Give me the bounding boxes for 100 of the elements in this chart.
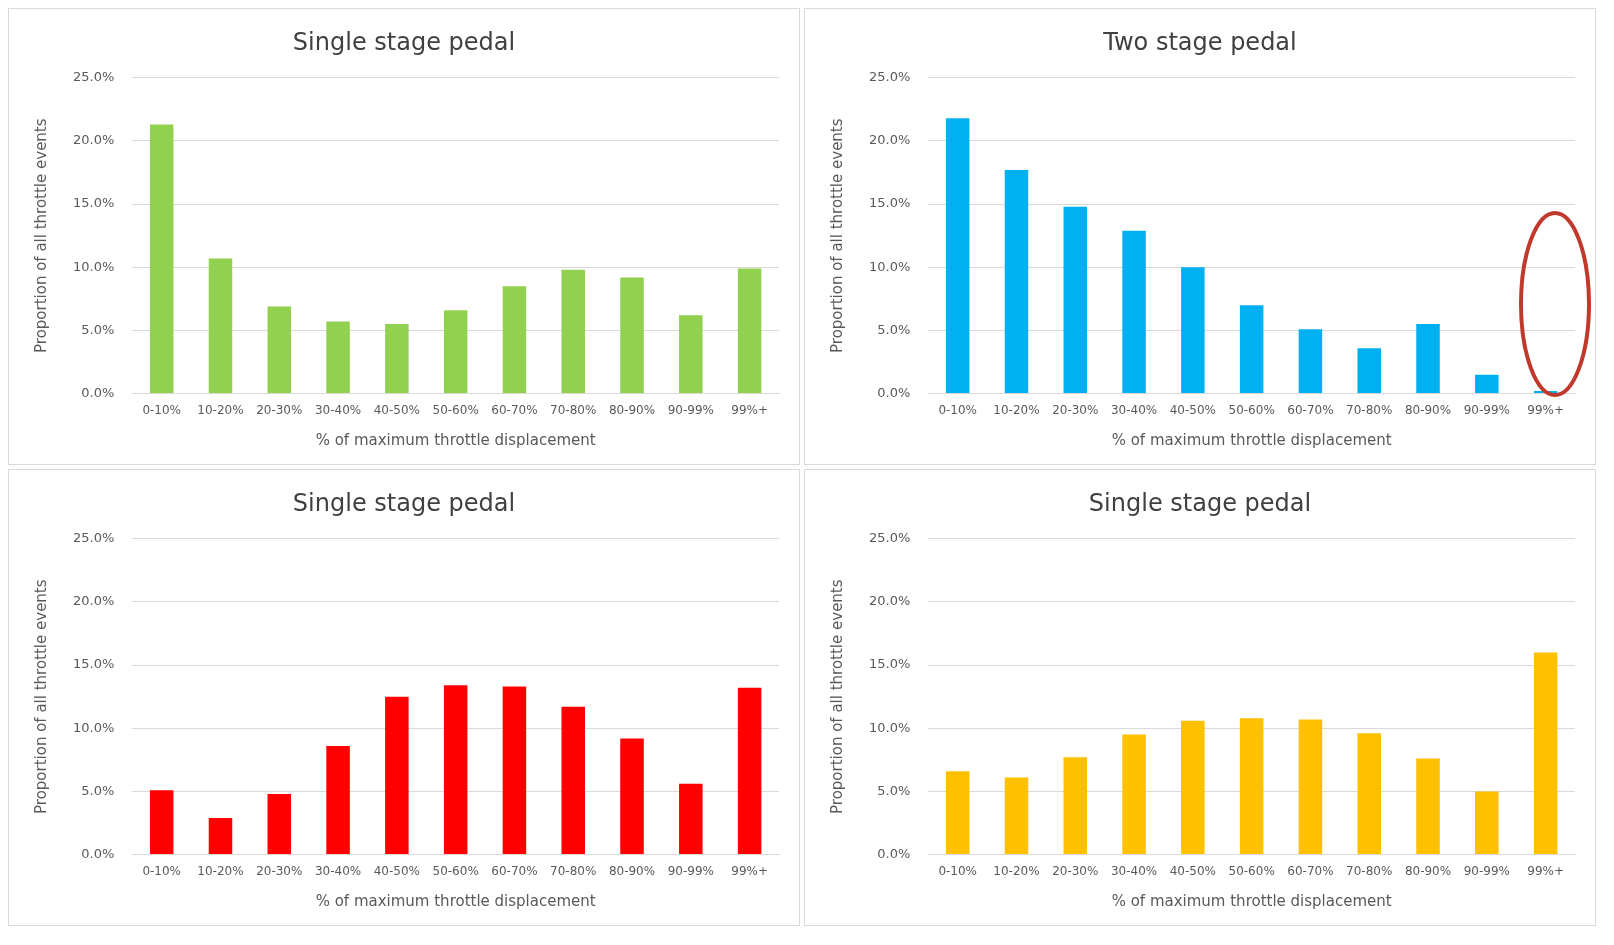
x-tick-label: 0-10%: [142, 863, 182, 878]
bar: [737, 687, 762, 855]
bar: [1533, 652, 1558, 855]
bar: [1416, 758, 1440, 855]
bar: [385, 324, 409, 394]
x-tick-label: 30-40%: [1110, 863, 1158, 878]
x-tick-label: 60-70%: [1287, 863, 1334, 878]
bar: [208, 817, 233, 855]
chart-title: Single stage pedal: [292, 488, 516, 517]
x-axis-title: % of maximum throttle displacement: [1111, 430, 1392, 449]
bar: [620, 738, 644, 855]
y-axis-title: Proportion of all throttle events: [31, 579, 50, 814]
x-tick-label: 90-99%: [1463, 863, 1510, 878]
bar: [1357, 348, 1381, 394]
x-tick-label: 80-90%: [608, 402, 656, 417]
y-tick-label: 5.0%: [81, 321, 115, 337]
bar: [620, 277, 644, 394]
x-tick-label: 30-40%: [314, 863, 362, 878]
y-tick-label: 20.0%: [868, 132, 911, 148]
y-axis-title: Proportion of all throttle events: [827, 579, 846, 814]
x-tick-label: 40-50%: [373, 402, 420, 417]
bar: [561, 706, 585, 855]
y-tick-label: 15.0%: [72, 195, 115, 211]
chart-title: Two stage pedal: [1102, 27, 1297, 56]
x-tick-label: 40-50%: [1169, 402, 1216, 417]
x-tick-label: 60-70%: [491, 863, 538, 878]
y-tick-label: 5.0%: [877, 782, 911, 798]
x-tick-label: 30-40%: [314, 402, 362, 417]
chart-title: Single stage pedal: [292, 27, 516, 56]
bar: [1063, 757, 1088, 855]
y-tick-label: 15.0%: [868, 656, 911, 672]
y-tick-label: 10.0%: [868, 719, 911, 735]
x-tick-label: 70-80%: [1346, 402, 1393, 417]
x-tick-label: 90-99%: [1463, 402, 1510, 417]
y-tick-label: 5.0%: [877, 321, 911, 337]
x-tick-label: 80-90%: [608, 863, 656, 878]
bar: [267, 793, 292, 855]
bar: [208, 258, 233, 394]
x-tick-label: 10-20%: [197, 402, 244, 417]
y-tick-label: 10.0%: [72, 719, 115, 735]
y-tick-label: 20.0%: [72, 132, 115, 148]
bar: [679, 783, 703, 855]
x-tick-label: 10-20%: [993, 863, 1040, 878]
x-tick-label: 50-60%: [432, 863, 479, 878]
bar: [1004, 170, 1029, 394]
y-axis-title: Proportion of all throttle events: [31, 118, 50, 353]
x-tick-label: 20-30%: [256, 863, 303, 878]
x-tick-label: 90-99%: [667, 402, 714, 417]
bar: [267, 306, 292, 394]
bar: [1063, 206, 1088, 394]
bar: [679, 315, 703, 394]
bar: [385, 696, 409, 855]
x-axis-title: % of maximum throttle displacement: [315, 430, 596, 449]
bar: [561, 269, 585, 394]
x-tick-label: 10-20%: [197, 863, 244, 878]
x-tick-label: 0-10%: [142, 402, 182, 417]
bar: [1181, 720, 1205, 855]
bar: [443, 685, 468, 855]
y-tick-label: 0.0%: [81, 845, 115, 861]
x-tick-label: 30-40%: [1110, 402, 1158, 417]
x-tick-label: 80-90%: [1404, 863, 1452, 878]
x-tick-label: 50-60%: [1228, 863, 1275, 878]
x-tick-label: 20-30%: [256, 402, 303, 417]
bar: [1475, 374, 1499, 394]
bar: [1122, 230, 1146, 394]
y-tick-label: 10.0%: [868, 258, 911, 274]
y-tick-label: 5.0%: [81, 782, 115, 798]
bar: [945, 771, 970, 855]
y-tick-label: 0.0%: [81, 384, 115, 400]
x-tick-label: 40-50%: [373, 863, 420, 878]
y-tick-label: 10.0%: [72, 258, 115, 274]
bar: [326, 321, 350, 394]
chart-title: Single stage pedal: [1088, 488, 1312, 517]
x-tick-label: 0-10%: [938, 863, 978, 878]
x-tick-label: 0-10%: [938, 402, 978, 417]
bar: [443, 310, 468, 394]
x-tick-label: 60-70%: [491, 402, 538, 417]
x-axis-title: % of maximum throttle displacement: [1111, 891, 1392, 910]
x-tick-label: 99%+: [731, 863, 768, 878]
y-tick-label: 25.0%: [868, 69, 911, 85]
x-tick-label: 50-60%: [432, 402, 479, 417]
y-tick-label: 25.0%: [868, 530, 911, 546]
x-tick-label: 99%+: [731, 402, 768, 417]
bar: [945, 118, 970, 394]
x-tick-label: 70-80%: [550, 402, 597, 417]
y-tick-label: 0.0%: [877, 384, 911, 400]
bar: [502, 286, 527, 394]
bar: [1357, 733, 1381, 855]
bar: [1181, 267, 1205, 394]
bar: [737, 268, 762, 394]
bar: [149, 790, 174, 855]
y-tick-label: 25.0%: [72, 69, 115, 85]
x-tick-label: 70-80%: [1346, 863, 1393, 878]
x-tick-label: 60-70%: [1287, 402, 1334, 417]
bar: [1004, 777, 1029, 855]
bar: [1416, 324, 1440, 394]
y-axis-title: Proportion of all throttle events: [827, 118, 846, 353]
y-tick-label: 15.0%: [868, 195, 911, 211]
x-tick-label: 50-60%: [1228, 402, 1275, 417]
x-tick-label: 80-90%: [1404, 402, 1452, 417]
